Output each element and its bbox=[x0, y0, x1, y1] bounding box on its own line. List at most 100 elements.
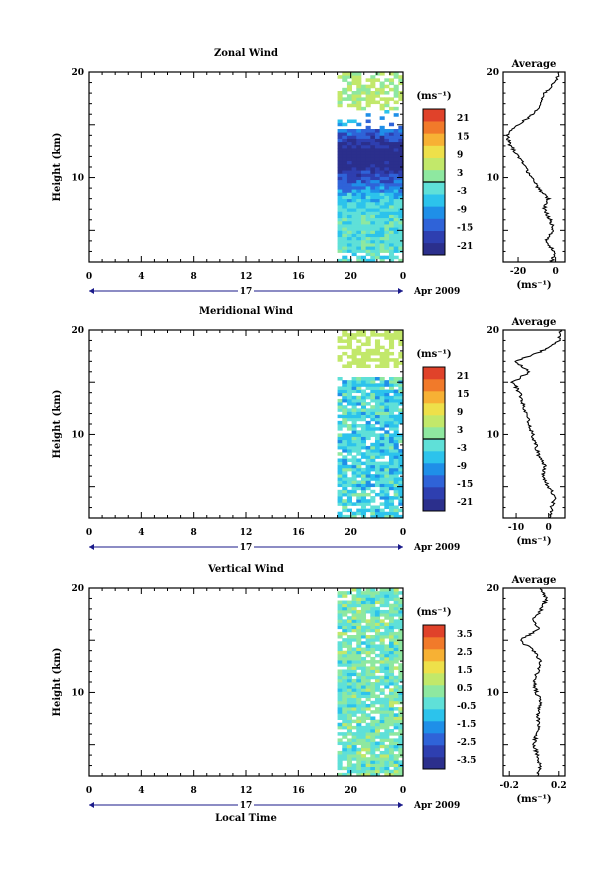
heatmap-cell bbox=[365, 606, 371, 611]
heatmap-cell bbox=[370, 747, 376, 752]
heatmap-cell bbox=[360, 628, 367, 633]
heatmap-cell bbox=[384, 675, 390, 680]
heatmap-cell bbox=[342, 741, 348, 746]
heatmap-cell bbox=[370, 398, 376, 403]
heatmap-cell bbox=[379, 170, 385, 174]
heatmap-cell bbox=[374, 132, 381, 136]
heatmap-cell bbox=[398, 220, 404, 225]
colorbar-swatch bbox=[423, 109, 445, 122]
heatmap-cell bbox=[351, 408, 357, 412]
heatmap-cell bbox=[393, 483, 399, 488]
heatmap-cell bbox=[370, 635, 376, 639]
heatmap-cell bbox=[360, 148, 367, 152]
heatmap-cell bbox=[337, 722, 343, 727]
colorbar-swatch bbox=[423, 499, 445, 512]
heatmap-cell bbox=[351, 380, 357, 384]
heatmap-cell bbox=[388, 333, 395, 337]
heatmap-cell bbox=[398, 157, 404, 162]
y-axis-label: Height (km) bbox=[52, 133, 63, 202]
heatmap-cell bbox=[360, 132, 367, 136]
profile-x-tick-label: -10 bbox=[508, 523, 524, 533]
heatmap-cell bbox=[342, 383, 348, 387]
heatmap-cell bbox=[384, 744, 390, 749]
heatmap-cell bbox=[370, 760, 376, 764]
heatmap-cell bbox=[388, 405, 395, 409]
heatmap-cell bbox=[379, 735, 385, 739]
heatmap-cell bbox=[388, 625, 395, 630]
heatmap-cell bbox=[360, 669, 367, 673]
heatmap-cell bbox=[398, 97, 404, 101]
heatmap-cell bbox=[342, 625, 348, 630]
heatmap-cell bbox=[393, 358, 399, 362]
colorbar-swatch bbox=[423, 439, 445, 452]
heatmap-cell bbox=[374, 252, 381, 257]
heatmap-cell bbox=[388, 351, 395, 356]
heatmap-cell bbox=[337, 427, 343, 431]
heatmap-cell bbox=[337, 208, 343, 212]
colorbar-swatch bbox=[423, 721, 445, 734]
heatmap-cell bbox=[374, 772, 381, 777]
heatmap-cell bbox=[379, 511, 385, 516]
heatmap-cell bbox=[365, 722, 371, 727]
colorbar-tick-label: -9 bbox=[457, 205, 467, 215]
heatmap-cell bbox=[365, 713, 371, 717]
heatmap-cell bbox=[370, 641, 376, 645]
heatmap-cell bbox=[337, 474, 343, 478]
heatmap-cell bbox=[356, 700, 362, 705]
heatmap-cell bbox=[356, 192, 362, 196]
heatmap-cell bbox=[342, 757, 348, 761]
heatmap-cell bbox=[379, 198, 385, 203]
heatmap-cell bbox=[374, 157, 381, 162]
heatmap-cell bbox=[379, 641, 385, 645]
heatmap-cell bbox=[379, 383, 385, 387]
heatmap-cell bbox=[393, 361, 399, 365]
heatmap-cell bbox=[337, 249, 343, 253]
heatmap-cell bbox=[374, 392, 381, 397]
heatmap-cell bbox=[360, 474, 367, 478]
heatmap-cell bbox=[337, 772, 343, 777]
heatmap-cell bbox=[384, 492, 390, 497]
heatmap-cell bbox=[346, 697, 352, 702]
heatmap-cell bbox=[379, 760, 385, 764]
heatmap-cell bbox=[346, 744, 352, 749]
heatmap-cell bbox=[388, 647, 395, 652]
heatmap-cell bbox=[351, 486, 357, 491]
heatmap-cell bbox=[393, 243, 399, 247]
heatmap-cell bbox=[337, 656, 343, 661]
x-tick-label: 0 bbox=[400, 528, 406, 538]
heatmap-cell bbox=[393, 75, 399, 79]
heatmap-cell bbox=[388, 383, 395, 387]
heatmap-cell bbox=[384, 170, 390, 174]
heatmap-cell bbox=[360, 613, 367, 617]
heatmap-cell bbox=[370, 732, 376, 736]
heatmap-cell bbox=[379, 722, 385, 727]
heatmap-cell bbox=[398, 129, 404, 133]
heatmap-cell bbox=[374, 186, 381, 190]
heatmap-cell bbox=[370, 597, 376, 601]
heatmap-cell bbox=[370, 588, 376, 592]
heatmap-cell bbox=[356, 486, 362, 491]
heatmap-cell bbox=[346, 84, 352, 89]
heatmap-cell bbox=[360, 87, 367, 92]
heatmap-cell bbox=[398, 628, 404, 633]
heatmap-cell bbox=[342, 132, 348, 136]
heatmap-cell bbox=[346, 364, 352, 368]
heatmap-cell bbox=[346, 243, 352, 247]
heatmap-cell bbox=[370, 461, 376, 466]
heatmap-cell bbox=[393, 230, 399, 234]
heatmap-cell bbox=[370, 258, 376, 263]
heatmap-cell bbox=[398, 744, 404, 749]
heatmap-cell bbox=[360, 710, 367, 714]
heatmap-cell bbox=[365, 135, 371, 139]
heatmap-cell bbox=[337, 198, 343, 203]
heatmap-cell bbox=[337, 157, 343, 162]
heatmap-cell bbox=[370, 442, 376, 447]
heatmap-cell bbox=[374, 94, 381, 98]
heatmap-cell bbox=[356, 644, 362, 648]
heatmap-cell bbox=[356, 464, 362, 469]
heatmap-cell bbox=[370, 619, 376, 623]
heatmap-cell bbox=[388, 182, 395, 187]
heatmap-cell bbox=[360, 227, 367, 231]
heatmap-cell bbox=[393, 716, 399, 720]
heatmap-cell bbox=[379, 439, 385, 444]
